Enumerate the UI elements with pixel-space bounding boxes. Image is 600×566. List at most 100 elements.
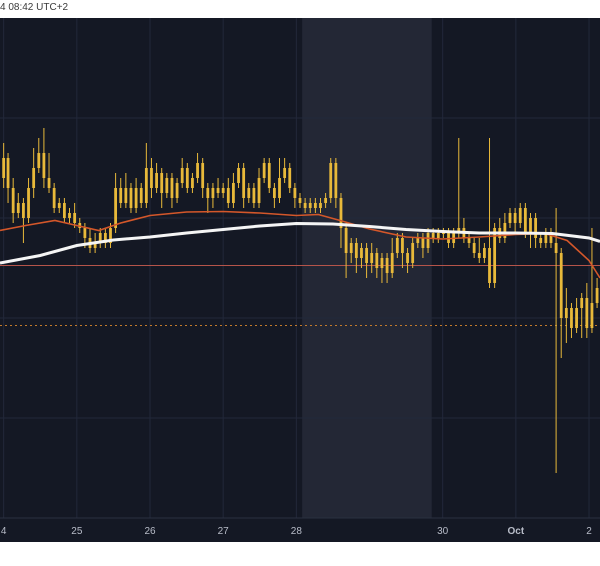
candle-body-95 xyxy=(488,248,491,283)
chart-svg[interactable]: 4 25 26 27 28 30 Oct 2 xyxy=(0,18,600,542)
candle-body-28 xyxy=(144,168,148,203)
candle-body-69 xyxy=(354,243,358,258)
candle-body-58 xyxy=(298,198,302,203)
candle-body-109 xyxy=(559,253,563,318)
candle-body-7 xyxy=(37,153,41,168)
candle-body-107 xyxy=(549,233,553,243)
candle-body-78 xyxy=(401,238,404,253)
candle-body-98 xyxy=(503,223,507,238)
candle-body-40 xyxy=(206,188,210,198)
candle-body-60 xyxy=(308,203,312,208)
candle-body-108 xyxy=(554,243,558,253)
candle-body-67 xyxy=(344,228,348,253)
candle-body-24 xyxy=(124,188,128,203)
candle-body-0 xyxy=(2,158,6,178)
candle-body-8 xyxy=(42,153,46,178)
candle-body-2 xyxy=(11,188,15,213)
candle-body-74 xyxy=(380,258,384,268)
candle-body-12 xyxy=(62,203,66,218)
bottom-margin xyxy=(0,542,600,566)
candle-body-89 xyxy=(457,228,461,233)
x-tick-label-0: 4 xyxy=(1,526,7,537)
candle-body-20 xyxy=(103,233,107,243)
candle-body-18 xyxy=(93,243,97,248)
candle-body-25 xyxy=(129,188,133,208)
candle-body-110 xyxy=(564,308,568,318)
candle-body-70 xyxy=(360,248,363,258)
candle-body-42 xyxy=(216,188,220,193)
candle-body-82 xyxy=(421,238,425,248)
candle-body-94 xyxy=(482,248,486,258)
candle-body-65 xyxy=(334,163,338,198)
candle-body-106 xyxy=(544,233,548,243)
candle-body-83 xyxy=(426,233,430,248)
candle-body-99 xyxy=(508,213,512,223)
candle-body-22 xyxy=(114,188,118,228)
candle-body-103 xyxy=(529,218,532,233)
ma-long-line xyxy=(0,221,600,265)
candle-body-11 xyxy=(57,203,61,208)
candle-body-64 xyxy=(329,163,333,198)
candle-body-35 xyxy=(180,168,184,183)
candle-body-6 xyxy=(32,168,36,188)
candle-body-111 xyxy=(570,308,573,328)
candle-body-54 xyxy=(278,178,281,198)
candle-body-62 xyxy=(319,203,322,208)
candle-body-53 xyxy=(272,188,276,198)
candle-body-104 xyxy=(534,218,538,238)
candle-body-68 xyxy=(349,243,353,253)
candle-body-59 xyxy=(303,203,307,208)
candle-body-46 xyxy=(237,168,240,183)
x-tick-label-2: 26 xyxy=(144,526,156,537)
grid-lines xyxy=(0,18,600,518)
candle-body-43 xyxy=(221,188,225,193)
candle-body-1 xyxy=(6,158,10,188)
candle-body-31 xyxy=(160,173,164,193)
x-tick-label-6: Oct xyxy=(508,526,525,537)
x-axis-ticks: 4 25 26 27 28 30 Oct 2 xyxy=(1,526,592,537)
candle-body-47 xyxy=(242,168,246,198)
candle-body-112 xyxy=(575,308,578,328)
candle-body-57 xyxy=(293,188,297,198)
candle-body-79 xyxy=(406,253,409,263)
x-tick-label-3: 27 xyxy=(218,526,230,537)
x-tick-label-7: 2 xyxy=(586,526,592,537)
candle-body-51 xyxy=(262,163,266,178)
x-tick-label-4: 28 xyxy=(291,526,303,537)
candle-body-37 xyxy=(191,178,194,188)
timestamp-label: 4 08:42 UTC+2 xyxy=(0,2,69,13)
candle-body-4 xyxy=(22,203,25,218)
candle-body-76 xyxy=(390,253,394,273)
candle-body-84 xyxy=(431,233,435,238)
candle-body-3 xyxy=(16,203,20,213)
candle-body-101 xyxy=(518,208,522,223)
candle-body-56 xyxy=(288,168,292,188)
candle-body-9 xyxy=(47,178,51,188)
candle-body-10 xyxy=(52,188,56,208)
candle-body-63 xyxy=(324,198,328,203)
candle-body-5 xyxy=(27,188,30,218)
candle-body-81 xyxy=(416,238,420,243)
candle-body-73 xyxy=(375,253,379,268)
candle-body-26 xyxy=(134,188,138,208)
candle-body-23 xyxy=(119,188,123,203)
candle-body-30 xyxy=(155,173,158,188)
candle-body-91 xyxy=(467,238,471,243)
x-tick-label-5: 30 xyxy=(437,526,449,537)
candle-body-116 xyxy=(595,288,599,303)
candle-body-86 xyxy=(442,233,445,234)
candle-body-33 xyxy=(170,178,174,198)
candle-body-92 xyxy=(472,243,476,253)
candle-body-52 xyxy=(267,163,271,188)
candle-body-13 xyxy=(68,213,71,218)
candle-series xyxy=(2,128,599,473)
candle-body-50 xyxy=(257,178,261,203)
candle-body-16 xyxy=(83,228,87,238)
candle-body-66 xyxy=(339,198,343,228)
candlestick-chart[interactable]: 4 25 26 27 28 30 Oct 2 xyxy=(0,18,600,542)
candle-body-96 xyxy=(493,228,497,283)
candle-body-34 xyxy=(175,183,179,198)
candle-body-113 xyxy=(580,298,584,308)
candle-body-49 xyxy=(252,188,256,203)
candle-body-29 xyxy=(150,168,153,188)
